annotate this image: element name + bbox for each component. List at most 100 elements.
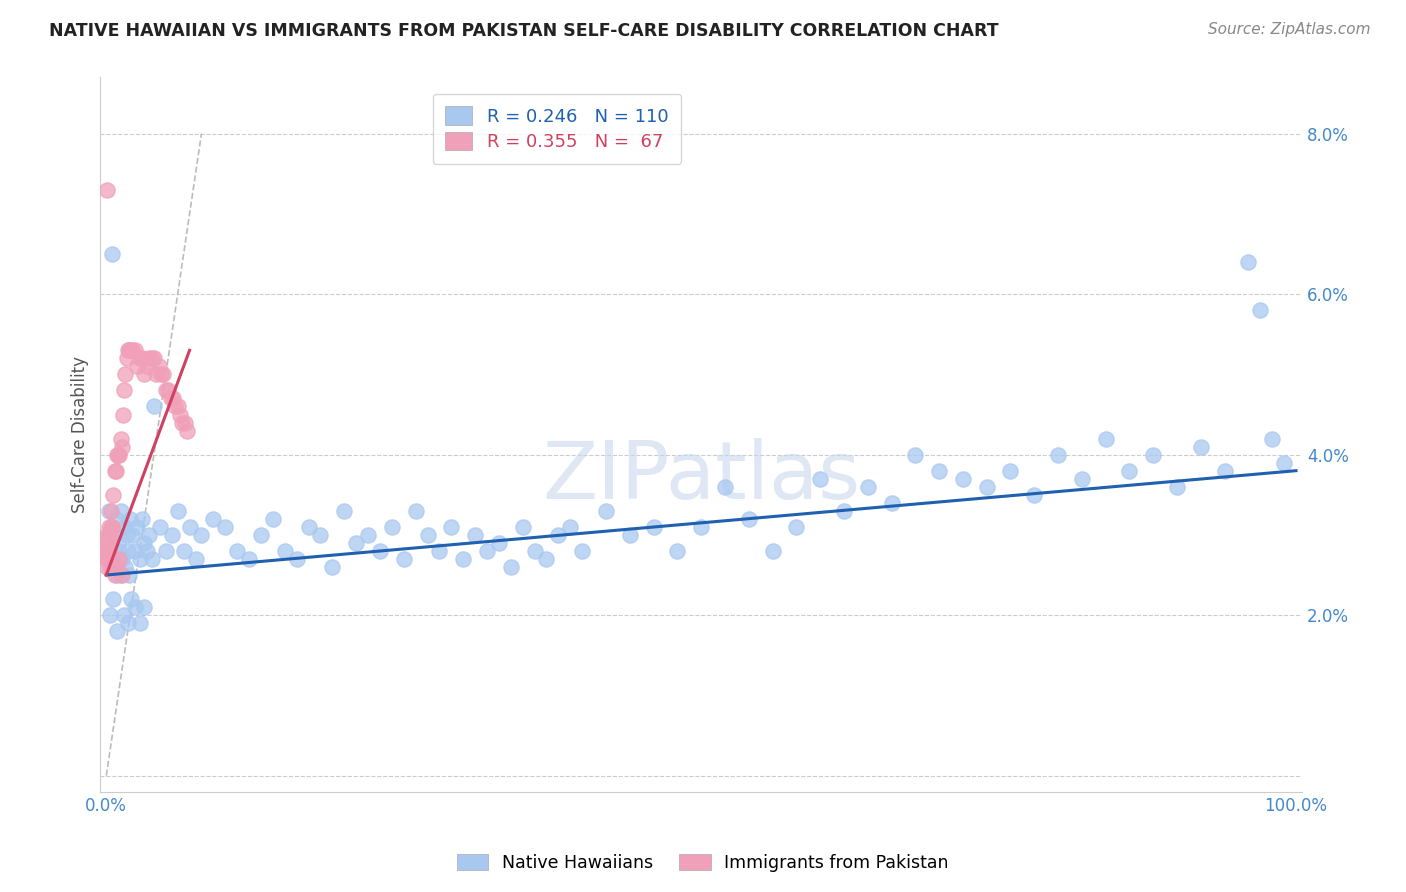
Immigrants from Pakistan bbox=[112, 384, 135, 398]
Native Hawaiians bbox=[808, 472, 831, 486]
Native Hawaiians bbox=[96, 544, 118, 558]
Native Hawaiians bbox=[131, 512, 153, 526]
Native Hawaiians bbox=[114, 560, 136, 574]
Native Hawaiians bbox=[107, 536, 129, 550]
Immigrants from Pakistan bbox=[148, 359, 170, 374]
Native Hawaiians bbox=[440, 520, 463, 534]
Native Hawaiians bbox=[190, 528, 212, 542]
Immigrants from Pakistan bbox=[145, 368, 167, 382]
Native Hawaiians bbox=[880, 496, 903, 510]
Immigrants from Pakistan bbox=[104, 464, 127, 478]
Native Hawaiians bbox=[124, 600, 146, 615]
Immigrants from Pakistan bbox=[138, 351, 160, 366]
Immigrants from Pakistan bbox=[120, 343, 142, 358]
Immigrants from Pakistan bbox=[111, 440, 134, 454]
Immigrants from Pakistan bbox=[110, 432, 132, 446]
Native Hawaiians bbox=[952, 472, 974, 486]
Immigrants from Pakistan bbox=[96, 552, 118, 566]
Native Hawaiians bbox=[274, 544, 297, 558]
Immigrants from Pakistan bbox=[111, 568, 134, 582]
Immigrants from Pakistan bbox=[100, 504, 122, 518]
Native Hawaiians bbox=[97, 504, 120, 518]
Native Hawaiians bbox=[184, 552, 207, 566]
Native Hawaiians bbox=[118, 568, 141, 582]
Immigrants from Pakistan bbox=[97, 528, 120, 542]
Native Hawaiians bbox=[309, 528, 332, 542]
Immigrants from Pakistan bbox=[108, 448, 131, 462]
Immigrants from Pakistan bbox=[96, 552, 118, 566]
Native Hawaiians bbox=[761, 544, 783, 558]
Native Hawaiians bbox=[1272, 456, 1295, 470]
Immigrants from Pakistan bbox=[131, 351, 153, 366]
Native Hawaiians bbox=[142, 400, 165, 414]
Immigrants from Pakistan bbox=[96, 544, 118, 558]
Immigrants from Pakistan bbox=[127, 359, 149, 374]
Native Hawaiians bbox=[1118, 464, 1140, 478]
Native Hawaiians bbox=[928, 464, 950, 478]
Native Hawaiians bbox=[297, 520, 319, 534]
Native Hawaiians bbox=[124, 544, 146, 558]
Immigrants from Pakistan bbox=[173, 416, 195, 430]
Native Hawaiians bbox=[1024, 488, 1046, 502]
Native Hawaiians bbox=[1000, 464, 1022, 478]
Immigrants from Pakistan bbox=[115, 351, 138, 366]
Native Hawaiians bbox=[128, 552, 150, 566]
Native Hawaiians bbox=[179, 520, 201, 534]
Native Hawaiians bbox=[214, 520, 236, 534]
Y-axis label: Self-Care Disability: Self-Care Disability bbox=[72, 356, 89, 513]
Immigrants from Pakistan bbox=[176, 424, 198, 438]
Native Hawaiians bbox=[155, 544, 177, 558]
Native Hawaiians bbox=[488, 536, 510, 550]
Native Hawaiians bbox=[1261, 432, 1284, 446]
Native Hawaiians bbox=[1237, 255, 1260, 269]
Native Hawaiians bbox=[832, 504, 855, 518]
Immigrants from Pakistan bbox=[157, 384, 180, 398]
Native Hawaiians bbox=[105, 568, 128, 582]
Immigrants from Pakistan bbox=[97, 552, 120, 566]
Native Hawaiians bbox=[1094, 432, 1116, 446]
Immigrants from Pakistan bbox=[105, 560, 128, 574]
Immigrants from Pakistan bbox=[96, 552, 118, 566]
Immigrants from Pakistan bbox=[128, 351, 150, 366]
Immigrants from Pakistan bbox=[124, 343, 146, 358]
Immigrants from Pakistan bbox=[96, 544, 118, 558]
Legend: R = 0.246   N = 110, R = 0.355   N =  67: R = 0.246 N = 110, R = 0.355 N = 67 bbox=[433, 94, 681, 164]
Immigrants from Pakistan bbox=[159, 392, 181, 406]
Immigrants from Pakistan bbox=[135, 359, 157, 374]
Native Hawaiians bbox=[134, 536, 156, 550]
Native Hawaiians bbox=[112, 520, 135, 534]
Native Hawaiians bbox=[976, 480, 998, 494]
Native Hawaiians bbox=[1249, 303, 1271, 318]
Native Hawaiians bbox=[416, 528, 439, 542]
Native Hawaiians bbox=[344, 536, 367, 550]
Native Hawaiians bbox=[392, 552, 415, 566]
Immigrants from Pakistan bbox=[172, 416, 194, 430]
Native Hawaiians bbox=[110, 504, 132, 518]
Immigrants from Pakistan bbox=[97, 520, 120, 534]
Native Hawaiians bbox=[904, 448, 927, 462]
Immigrants from Pakistan bbox=[96, 183, 118, 197]
Native Hawaiians bbox=[135, 544, 157, 558]
Immigrants from Pakistan bbox=[100, 536, 122, 550]
Native Hawaiians bbox=[104, 528, 127, 542]
Native Hawaiians bbox=[103, 560, 125, 574]
Native Hawaiians bbox=[333, 504, 356, 518]
Native Hawaiians bbox=[381, 520, 404, 534]
Text: Source: ZipAtlas.com: Source: ZipAtlas.com bbox=[1208, 22, 1371, 37]
Native Hawaiians bbox=[571, 544, 593, 558]
Native Hawaiians bbox=[512, 520, 534, 534]
Native Hawaiians bbox=[643, 520, 665, 534]
Native Hawaiians bbox=[250, 528, 273, 542]
Native Hawaiians bbox=[121, 528, 143, 542]
Native Hawaiians bbox=[128, 616, 150, 631]
Native Hawaiians bbox=[285, 552, 308, 566]
Immigrants from Pakistan bbox=[114, 368, 136, 382]
Native Hawaiians bbox=[1142, 448, 1164, 462]
Native Hawaiians bbox=[98, 552, 121, 566]
Immigrants from Pakistan bbox=[166, 400, 188, 414]
Native Hawaiians bbox=[141, 552, 163, 566]
Native Hawaiians bbox=[1189, 440, 1212, 454]
Immigrants from Pakistan bbox=[96, 560, 118, 574]
Immigrants from Pakistan bbox=[108, 552, 131, 566]
Immigrants from Pakistan bbox=[103, 488, 125, 502]
